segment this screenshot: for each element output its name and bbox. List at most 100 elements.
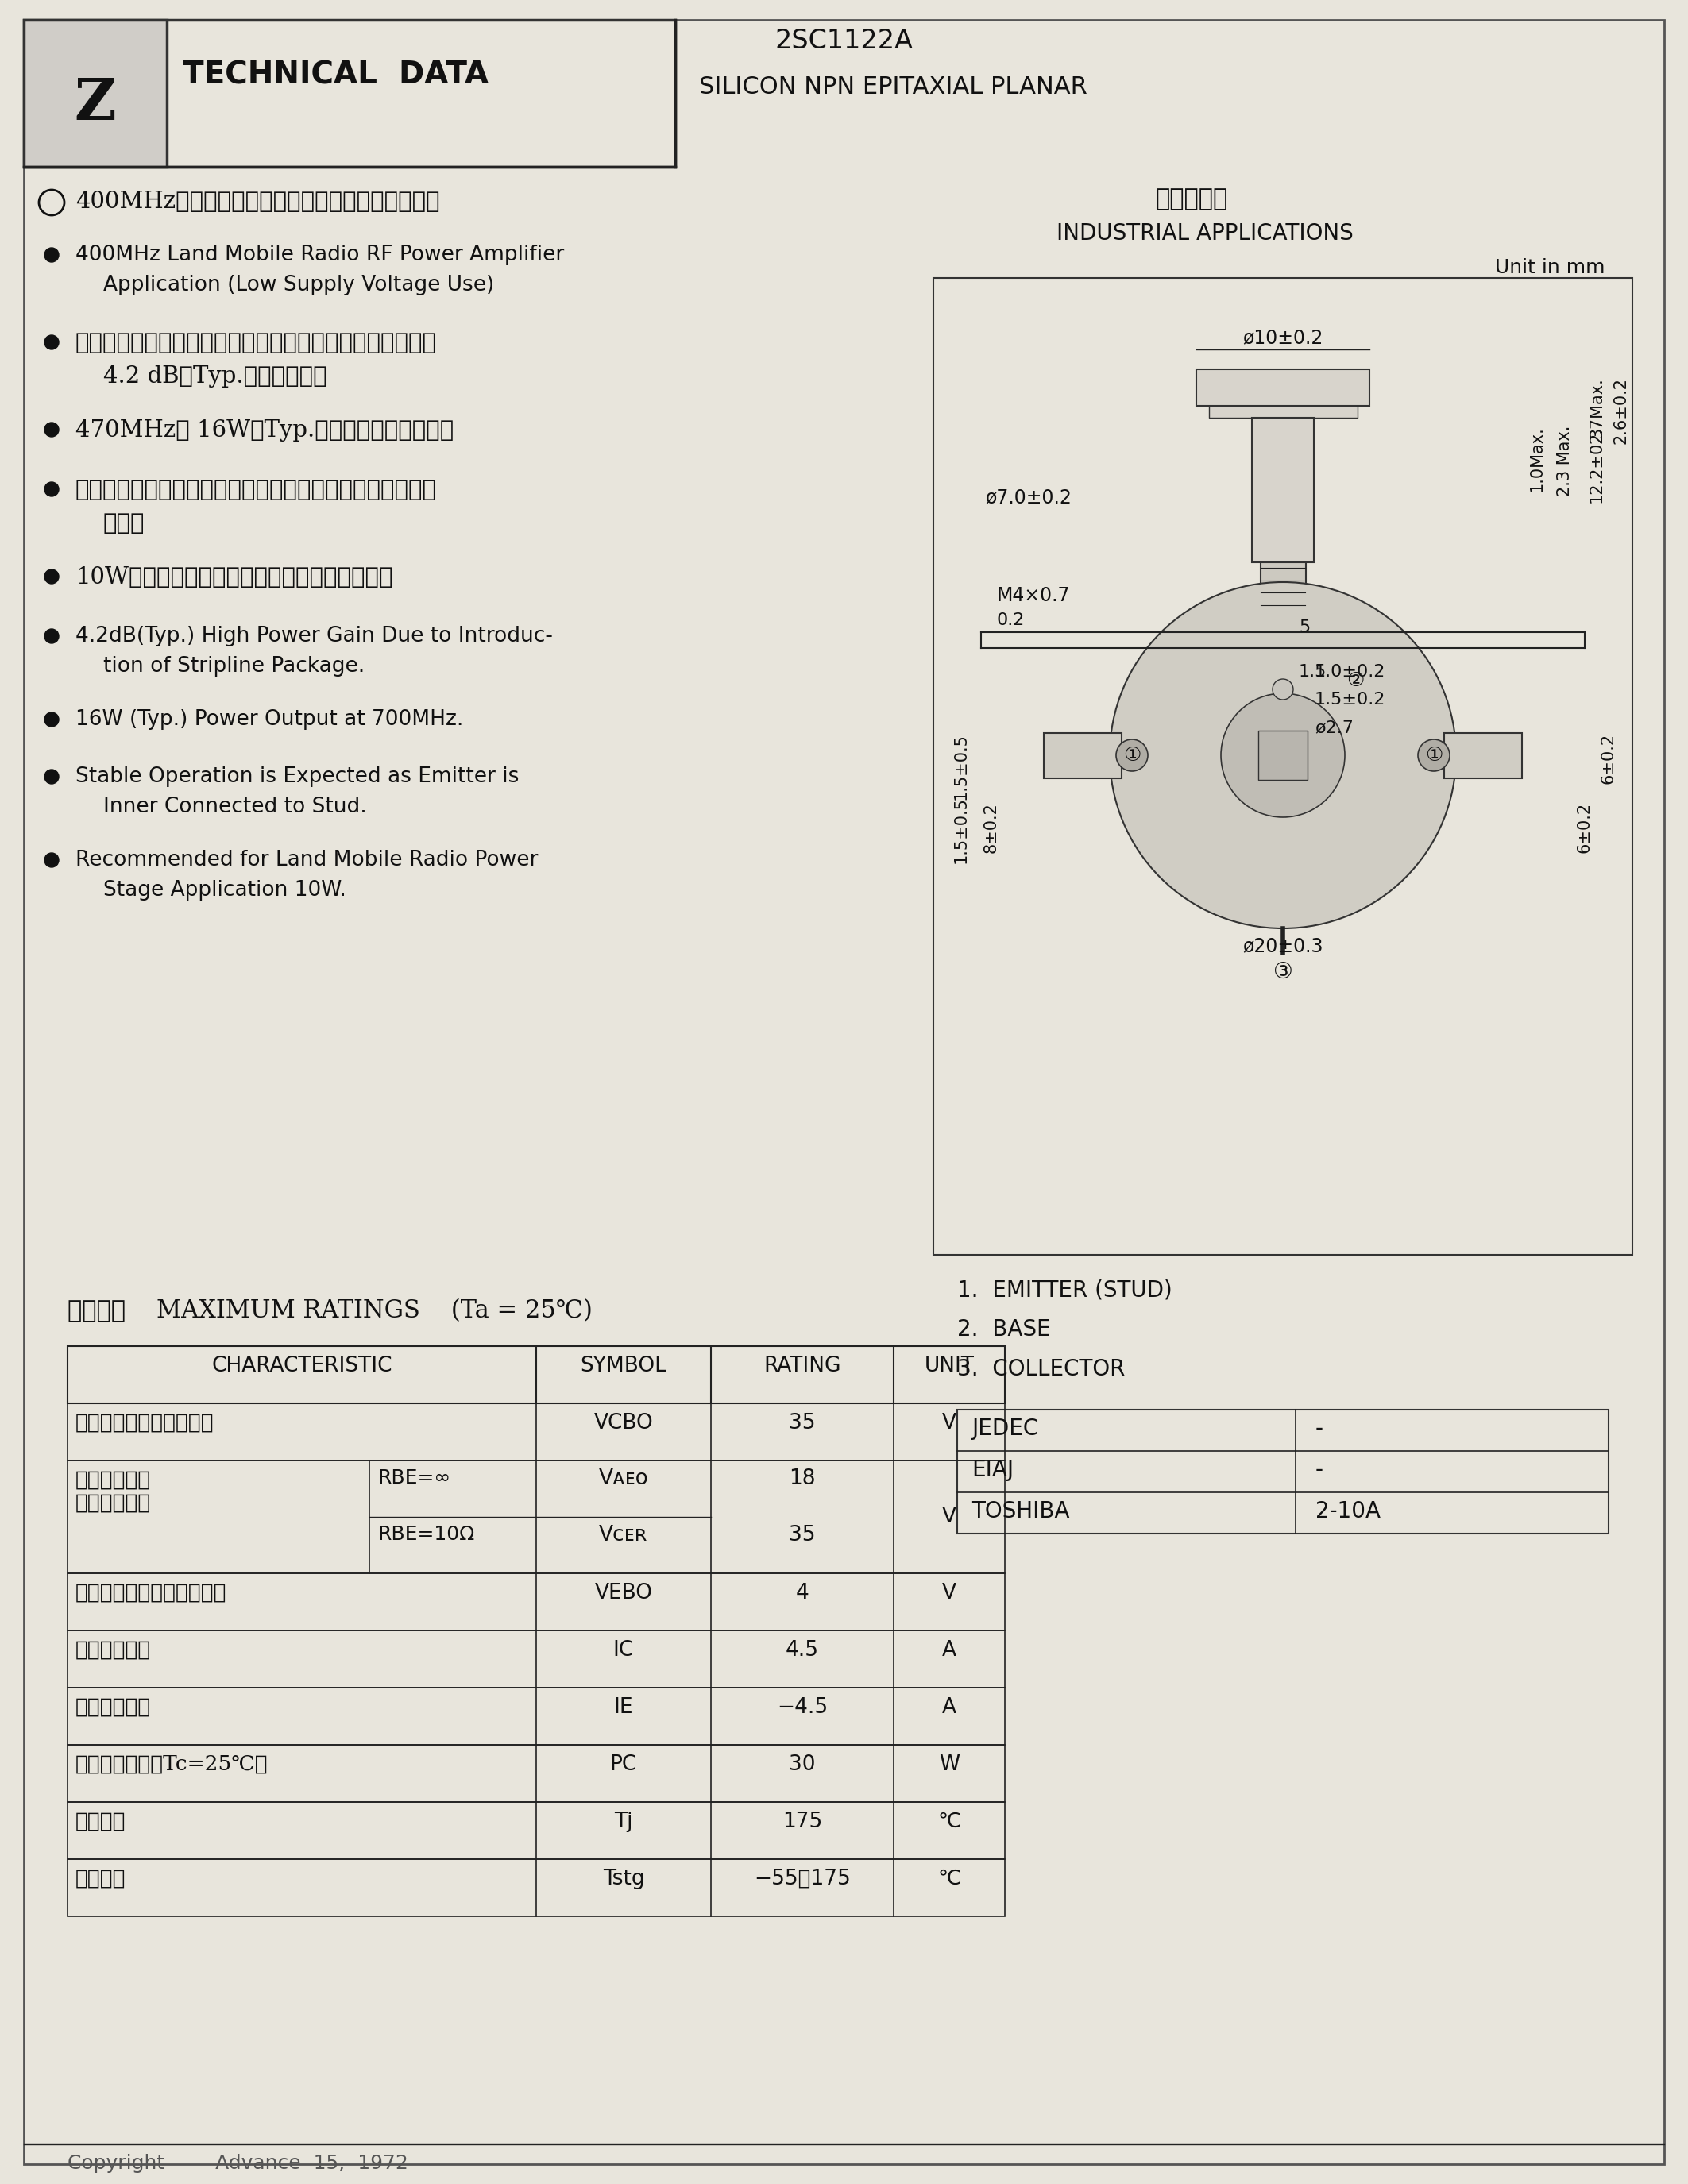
Text: ③: ③ <box>1273 961 1293 983</box>
Text: 2.3 Max.: 2.3 Max. <box>1556 426 1573 496</box>
Text: EIAJ: EIAJ <box>972 1459 1014 1481</box>
Text: 2.  BASE: 2. BASE <box>957 1319 1050 1341</box>
Text: 470MHzで 16W（Typ.）出力が得られます。: 470MHzで 16W（Typ.）出力が得られます。 <box>76 419 454 441</box>
Text: 400MHz Land Mobile Radio RF Power Amplifier: 400MHz Land Mobile Radio RF Power Amplif… <box>76 245 564 264</box>
Text: M4×0.7: M4×0.7 <box>998 585 1070 605</box>
Bar <box>1264 612 1301 631</box>
Text: 3.  COLLECTOR: 3. COLLECTOR <box>957 1358 1126 1380</box>
Text: VEBO: VEBO <box>594 1583 653 1603</box>
Text: 35: 35 <box>788 1524 815 1546</box>
Text: INDUSTRIAL APPLICATIONS: INDUSTRIAL APPLICATIONS <box>1057 223 1354 245</box>
Text: RBE=∞: RBE=∞ <box>378 1468 451 1487</box>
Text: V: V <box>942 1507 957 1527</box>
Bar <box>1258 732 1308 780</box>
Bar <box>68 1572 1004 1631</box>
Text: −55〜175: −55〜175 <box>755 1870 851 1889</box>
Text: コレクタ・ベース間電圧: コレクタ・ベース間電圧 <box>76 1413 214 1433</box>
Text: Tj: Tj <box>614 1811 633 1832</box>
Text: 8±0.2: 8±0.2 <box>984 802 999 854</box>
Text: 通信工業用: 通信工業用 <box>1155 186 1227 212</box>
Text: Vᴄᴇʀ: Vᴄᴇʀ <box>599 1524 648 1546</box>
Bar <box>68 1859 1004 1915</box>
Text: 18: 18 <box>788 1468 815 1489</box>
Text: ②: ② <box>1347 670 1364 690</box>
Text: A: A <box>942 1640 957 1660</box>
Text: −4.5: −4.5 <box>776 1697 827 1719</box>
Circle shape <box>1220 692 1345 817</box>
Text: 1.5±0.2: 1.5±0.2 <box>1315 692 1386 708</box>
Text: Unit in mm: Unit in mm <box>1494 258 1605 277</box>
Text: コレクタ電流: コレクタ電流 <box>76 1640 152 1660</box>
Bar <box>933 277 1632 1256</box>
Text: 175: 175 <box>782 1811 822 1832</box>
Text: tion of Stripline Package.: tion of Stripline Package. <box>103 655 365 677</box>
Circle shape <box>44 422 59 437</box>
Text: IC: IC <box>613 1640 635 1660</box>
Text: ø2.7: ø2.7 <box>1315 719 1354 736</box>
Bar <box>1261 561 1307 612</box>
Text: UNIT: UNIT <box>925 1356 974 1376</box>
Text: 16W (Typ.) Power Output at 700MHz.: 16W (Typ.) Power Output at 700MHz. <box>76 710 464 729</box>
Text: Recommended for Land Mobile Radio Power: Recommended for Land Mobile Radio Power <box>76 850 538 871</box>
Text: Copyright        Advance  15,  1972: Copyright Advance 15, 1972 <box>68 2153 408 2173</box>
Text: Tstg: Tstg <box>603 1870 645 1889</box>
Text: 5: 5 <box>1298 620 1310 636</box>
Text: IE: IE <box>614 1697 633 1719</box>
Text: です。: です。 <box>103 513 145 535</box>
Text: 1.5±0.5: 1.5±0.5 <box>954 734 969 799</box>
Text: 35: 35 <box>788 1413 815 1433</box>
Circle shape <box>1418 740 1450 771</box>
Bar <box>68 1688 1004 1745</box>
Text: Vᴀᴇᴏ: Vᴀᴇᴏ <box>599 1468 648 1489</box>
Bar <box>68 1461 1004 1572</box>
Circle shape <box>1273 679 1293 699</box>
Text: 2-10A: 2-10A <box>1315 1500 1381 1522</box>
Text: ①: ① <box>1425 745 1443 764</box>
Circle shape <box>1109 583 1457 928</box>
Bar <box>68 1745 1004 1802</box>
Text: 400MHz移動無線送信機出力段用（低電圧電源用）: 400MHz移動無線送信機出力段用（低電圧電源用） <box>76 190 441 212</box>
Text: ①: ① <box>1123 745 1141 764</box>
Text: CHARACTERISTIC: CHARACTERISTIC <box>211 1356 392 1376</box>
Bar <box>24 20 167 166</box>
Bar <box>24 20 675 166</box>
Text: コレクタ損失（Tc=25℃）: コレクタ損失（Tc=25℃） <box>76 1754 268 1773</box>
Text: 接合温度: 接合温度 <box>76 1811 127 1832</box>
Text: RBE=10Ω: RBE=10Ω <box>378 1524 474 1544</box>
Text: 4.5: 4.5 <box>785 1640 819 1660</box>
Text: Stable Operation is Expected as Emitter is: Stable Operation is Expected as Emitter … <box>76 767 518 786</box>
Text: 1.  EMITTER (STUD): 1. EMITTER (STUD) <box>957 1278 1171 1302</box>
Text: ø10±0.2: ø10±0.2 <box>1242 328 1323 347</box>
Text: Z: Z <box>74 74 116 131</box>
Circle shape <box>44 854 59 867</box>
Bar <box>68 1802 1004 1859</box>
Text: SILICON NPN EPITAXIAL PLANAR: SILICON NPN EPITAXIAL PLANAR <box>699 76 1087 98</box>
Circle shape <box>44 769 59 784</box>
Text: ø20±0.3: ø20±0.3 <box>1242 937 1323 954</box>
Circle shape <box>44 483 59 496</box>
Text: 6±0.2: 6±0.2 <box>1600 734 1617 784</box>
Text: ℃: ℃ <box>937 1811 960 1832</box>
Text: A: A <box>942 1697 957 1719</box>
Text: 0.2: 0.2 <box>998 612 1025 629</box>
Circle shape <box>44 629 59 644</box>
Text: W: W <box>939 1754 959 1776</box>
Text: SYMBOL: SYMBOL <box>581 1356 667 1376</box>
Bar <box>1197 369 1369 406</box>
Text: Application (Low Supply Voltage Use): Application (Low Supply Voltage Use) <box>103 275 495 295</box>
Text: Inner Connected to Stud.: Inner Connected to Stud. <box>103 797 366 817</box>
Circle shape <box>1116 740 1148 771</box>
Bar <box>1252 417 1313 561</box>
Text: 最大定格    MAXIMUM RATINGS    (Ta = 25℃): 最大定格 MAXIMUM RATINGS (Ta = 25℃) <box>68 1299 592 1324</box>
Text: 1.5±0.5: 1.5±0.5 <box>954 797 969 863</box>
Text: 2.6±0.2: 2.6±0.2 <box>1612 378 1629 443</box>
Text: 30: 30 <box>788 1754 815 1776</box>
Text: 10W無線送信機，終段増幅用として最適です。: 10W無線送信機，終段増幅用として最適です。 <box>76 566 393 587</box>
Text: Stage Application 10W.: Stage Application 10W. <box>103 880 346 900</box>
Circle shape <box>44 570 59 583</box>
Text: PC: PC <box>609 1754 636 1776</box>
Text: 保存温度: 保存温度 <box>76 1870 127 1889</box>
Bar <box>68 1404 1004 1461</box>
Text: 4: 4 <box>795 1583 809 1603</box>
Text: 4.2dB(Typ.) High Power Gain Due to Introduc-: 4.2dB(Typ.) High Power Gain Due to Intro… <box>76 627 552 646</box>
